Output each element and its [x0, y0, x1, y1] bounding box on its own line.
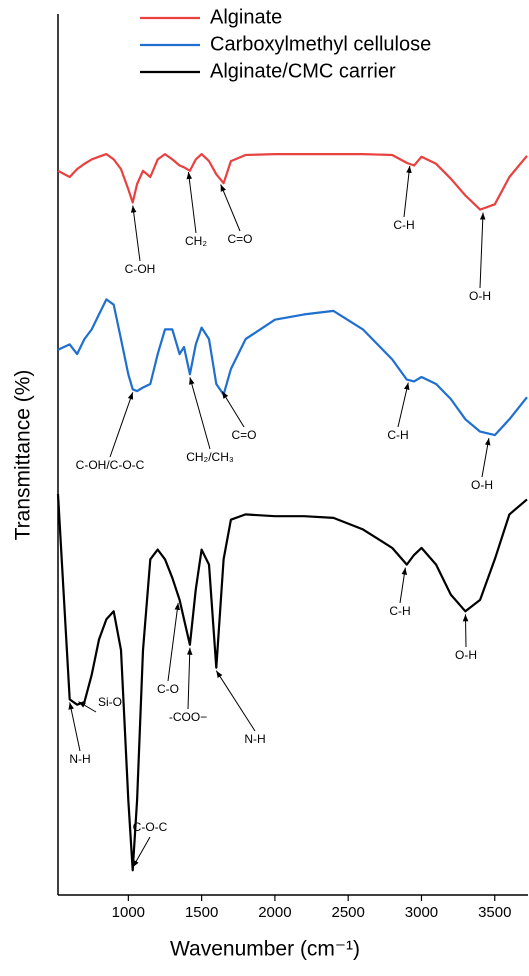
annotation-label: C-H — [387, 428, 408, 442]
annotation-label: C-H — [393, 218, 414, 232]
annotation-arrow — [220, 184, 241, 232]
legend-label: Alginate/CMC carrier — [210, 60, 396, 82]
annotation-arrow — [186, 171, 197, 234]
x-tick-label: 3500 — [478, 904, 511, 921]
annotation-arrow — [109, 392, 134, 458]
annotation-arrow — [189, 377, 211, 450]
annotation-arrow — [78, 701, 97, 713]
series-line — [57, 153, 528, 211]
x-tick-label: 2500 — [332, 904, 365, 921]
annotation-arrow — [403, 165, 412, 218]
annotation-label: C-O — [157, 682, 179, 696]
annotation-arrow — [399, 567, 408, 604]
annotation-label: O-H — [471, 478, 493, 492]
annotation-arrow — [132, 836, 151, 868]
annotation-arrow — [215, 670, 256, 732]
annotation-arrow — [462, 614, 469, 648]
legend-label: Alginate — [210, 6, 282, 28]
annotation-arrow — [479, 212, 486, 289]
annotation-label: C=O — [231, 428, 256, 442]
x-axis-label: Wavenumber (cm⁻¹) — [170, 938, 360, 961]
y-axis-label: Transmittance (%) — [12, 370, 35, 541]
annotation-label: CH₂/CH₃ — [186, 450, 234, 464]
annotation-label: O-H — [469, 289, 491, 303]
annotation-label: C-OH — [125, 262, 156, 276]
annotation-arrow — [167, 602, 181, 682]
annotation-label: CH₂ — [185, 234, 207, 248]
legend-label: Carboxylmethyl cellulose — [210, 33, 431, 55]
annotation-arrow — [186, 647, 193, 710]
series-line — [57, 298, 528, 437]
annotation-label: N-H — [69, 752, 90, 766]
annotation-label: Si-O — [98, 695, 122, 709]
x-tick-label: 3000 — [405, 904, 438, 921]
annotation-arrow — [130, 205, 141, 262]
annotation-label: C-O-C — [133, 820, 168, 834]
series-line — [56, 494, 528, 872]
x-tick-label: 2000 — [258, 904, 291, 921]
annotation-arrow — [221, 391, 245, 428]
annotation-label: -COO− — [169, 710, 207, 724]
annotation-label: O-H — [455, 648, 477, 662]
annotation-label: C-H — [389, 604, 410, 618]
annotation-arrow — [481, 438, 491, 478]
annotation-label: C-OH/C-O-C — [76, 458, 145, 472]
x-tick-label: 1000 — [112, 904, 145, 921]
annotation-arrow — [68, 702, 81, 752]
annotation-label: C=O — [227, 232, 252, 246]
annotation-arrow — [397, 382, 410, 428]
x-tick-label: 1500 — [185, 904, 218, 921]
annotation-label: N-H — [244, 732, 265, 746]
